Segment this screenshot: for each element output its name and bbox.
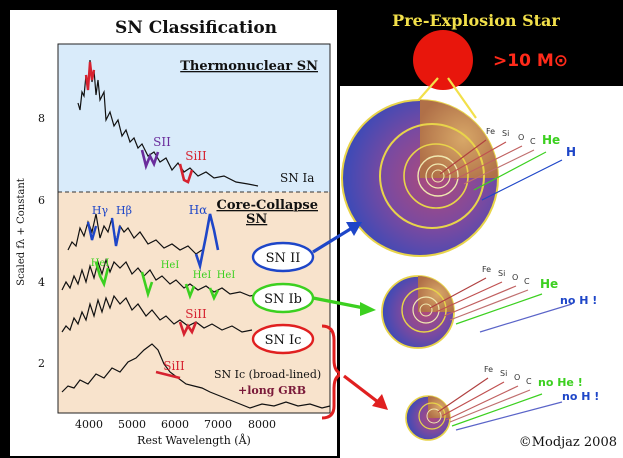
- arrow-sn-ic: [343, 374, 388, 410]
- arrow-sn-ii: [312, 222, 362, 254]
- y-tick-label: 4: [38, 276, 45, 289]
- connector-line: [447, 77, 477, 119]
- thermonuclear-region: [58, 44, 330, 192]
- y-axis: 2 4 6 8 Scaled fλ + Constant: [16, 112, 45, 370]
- shell-label: O: [518, 133, 524, 142]
- star-structure-ii: [341, 99, 499, 257]
- credit-label: ©Modjaz 2008: [519, 435, 617, 450]
- shell-label: C: [530, 137, 536, 146]
- siii-ic-feature: [178, 321, 198, 338]
- core-collapse-label-line2: SN: [246, 212, 267, 227]
- ia-blue-feature: [84, 61, 96, 91]
- shell-lines-ib: [429, 277, 573, 333]
- arrow-sn-ib: [312, 296, 376, 316]
- x-tick-label: 8000: [248, 418, 276, 431]
- hei-feature-2: [140, 271, 154, 299]
- halpha-feature: [194, 213, 220, 272]
- x-tick-label: 6000: [161, 418, 189, 431]
- shell-lines-ic: [437, 377, 563, 431]
- sn-ib-badge-label: SN Ib: [264, 292, 302, 307]
- shell-label: Si: [502, 129, 509, 138]
- line-label-hgamma: Hγ: [92, 204, 109, 217]
- sn-ii-badge: SN II: [251, 241, 315, 273]
- star3-h-label: no H !: [562, 390, 599, 403]
- shell-label: Si: [498, 269, 505, 278]
- star3-he-label: no He !: [538, 376, 583, 389]
- shell-label: C: [524, 277, 530, 286]
- pre-explosion-star: [413, 30, 473, 90]
- y-axis-label: Scaled fλ + Constant: [16, 178, 27, 286]
- line-label-hei: HeI: [193, 270, 212, 281]
- star-structure-ic: [405, 395, 451, 441]
- star-structure-ib: [381, 275, 455, 349]
- hei-feature-3: [184, 283, 196, 300]
- shell-label: Fe: [484, 365, 493, 374]
- spectrum-sn-ic-bl: [61, 343, 331, 409]
- line-label-hei: HeI: [91, 258, 110, 269]
- star1-h-label: H: [566, 145, 576, 159]
- shell-label: O: [512, 273, 518, 282]
- star2-h-label: no H !: [560, 294, 597, 307]
- shell-label: Si: [500, 369, 507, 378]
- sn-ic-badge: SN Ic: [251, 323, 315, 355]
- line-label-sii: SII: [153, 135, 171, 149]
- x-tick-label: 4000: [75, 418, 103, 431]
- hei-feature-1: [94, 261, 110, 288]
- sn-ic-badge-label: SN Ic: [265, 333, 302, 348]
- x-axis: 4000 5000 6000 7000 8000 Rest Wavelength…: [75, 418, 276, 447]
- line-label-siii-ic: SiII: [185, 307, 207, 321]
- siii-ia-feature: [178, 163, 194, 184]
- shell-label: O: [514, 373, 520, 382]
- shell-label: Fe: [486, 127, 495, 136]
- line-label-siii-bl: SiII: [163, 359, 185, 373]
- mass-label: >10 M⊙: [493, 51, 568, 71]
- sn-ii-badge-label: SN II: [266, 251, 301, 266]
- thermonuclear-label: Thermonuclear SN: [180, 59, 318, 74]
- line-label-hei: HeI: [161, 260, 180, 271]
- y-tick-label: 2: [38, 357, 45, 370]
- shell-label: C: [526, 377, 532, 386]
- plot-frame: [57, 43, 331, 414]
- line-label-hbeta: Hβ: [116, 204, 132, 217]
- right-panel-header: [337, 0, 623, 86]
- right-panel-title: Pre-Explosion Star: [392, 11, 560, 30]
- shell-label: Fe: [482, 265, 491, 274]
- x-tick-label: 5000: [118, 418, 146, 431]
- star1-he-label: He: [542, 133, 560, 147]
- spectrum-label-sn-ic-bl: SN Ic (broad-lined): [214, 368, 321, 381]
- line-label-siii-ia: SiII: [185, 149, 207, 163]
- shell-lines-ii: [439, 139, 563, 201]
- line-label-hei: HeI: [217, 270, 236, 281]
- spectrum-label-long-grb: +long GRB: [238, 384, 306, 397]
- hei-feature-4: [208, 287, 220, 302]
- x-axis-label: Rest Wavelength (Å): [137, 433, 251, 447]
- left-panel-title: SN Classification: [115, 18, 277, 38]
- y-tick-label: 8: [38, 112, 45, 125]
- spectrum-sn-ic: [61, 294, 253, 333]
- star2-he-label: He: [540, 277, 558, 291]
- hbeta-feature: [110, 217, 122, 247]
- y-tick-label: 6: [38, 194, 45, 207]
- hgamma-feature: [86, 221, 98, 241]
- sii-feature: [140, 149, 160, 171]
- sn-ib-badge: SN Ib: [251, 282, 315, 314]
- x-tick-label: 7000: [204, 418, 232, 431]
- siii-bl-feature: [155, 370, 181, 380]
- core-collapse-label-line1: Core-Collapse: [216, 198, 318, 213]
- spectrum-label-sn-ia: SN Ia: [280, 171, 314, 185]
- line-label-halpha: Hα: [189, 203, 208, 217]
